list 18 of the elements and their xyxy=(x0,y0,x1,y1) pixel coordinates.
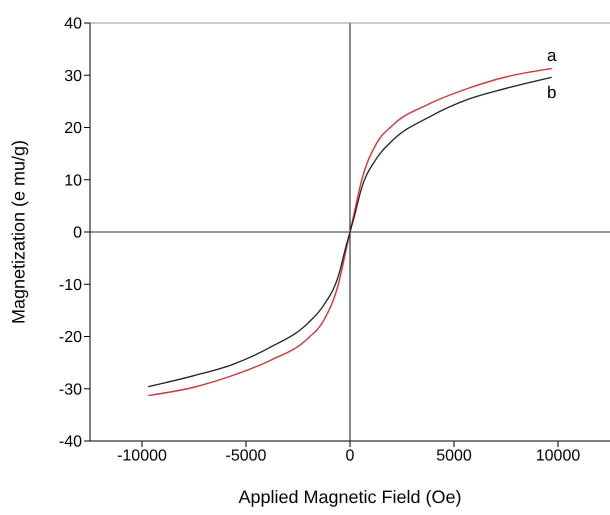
y-tick-label: -20 xyxy=(58,329,82,346)
y-tick-label: 10 xyxy=(64,172,82,190)
y-tick-label: -40 xyxy=(58,434,82,451)
x-tick-label: 0 xyxy=(346,447,355,464)
y-tick-label: -30 xyxy=(58,381,82,398)
y-tick-label: 30 xyxy=(64,68,82,85)
x-tick-label: -5000 xyxy=(226,447,267,464)
annotation: a xyxy=(547,46,558,65)
x-tick-label: -10000 xyxy=(117,447,168,464)
x-axis-title: Applied Magnetic Field (Oe) xyxy=(238,487,462,507)
y-tick-label: 20 xyxy=(64,120,82,138)
annotation: b xyxy=(547,82,556,102)
y-axis-title: Magnetization (e mu/g) xyxy=(8,140,28,324)
y-tick-label: 40 xyxy=(64,16,82,33)
x-tick-label: 5000 xyxy=(436,447,472,464)
x-tick-label: 10000 xyxy=(536,447,580,464)
y-tick-label: 0 xyxy=(73,224,82,242)
y-tick-label: -10 xyxy=(58,276,82,294)
